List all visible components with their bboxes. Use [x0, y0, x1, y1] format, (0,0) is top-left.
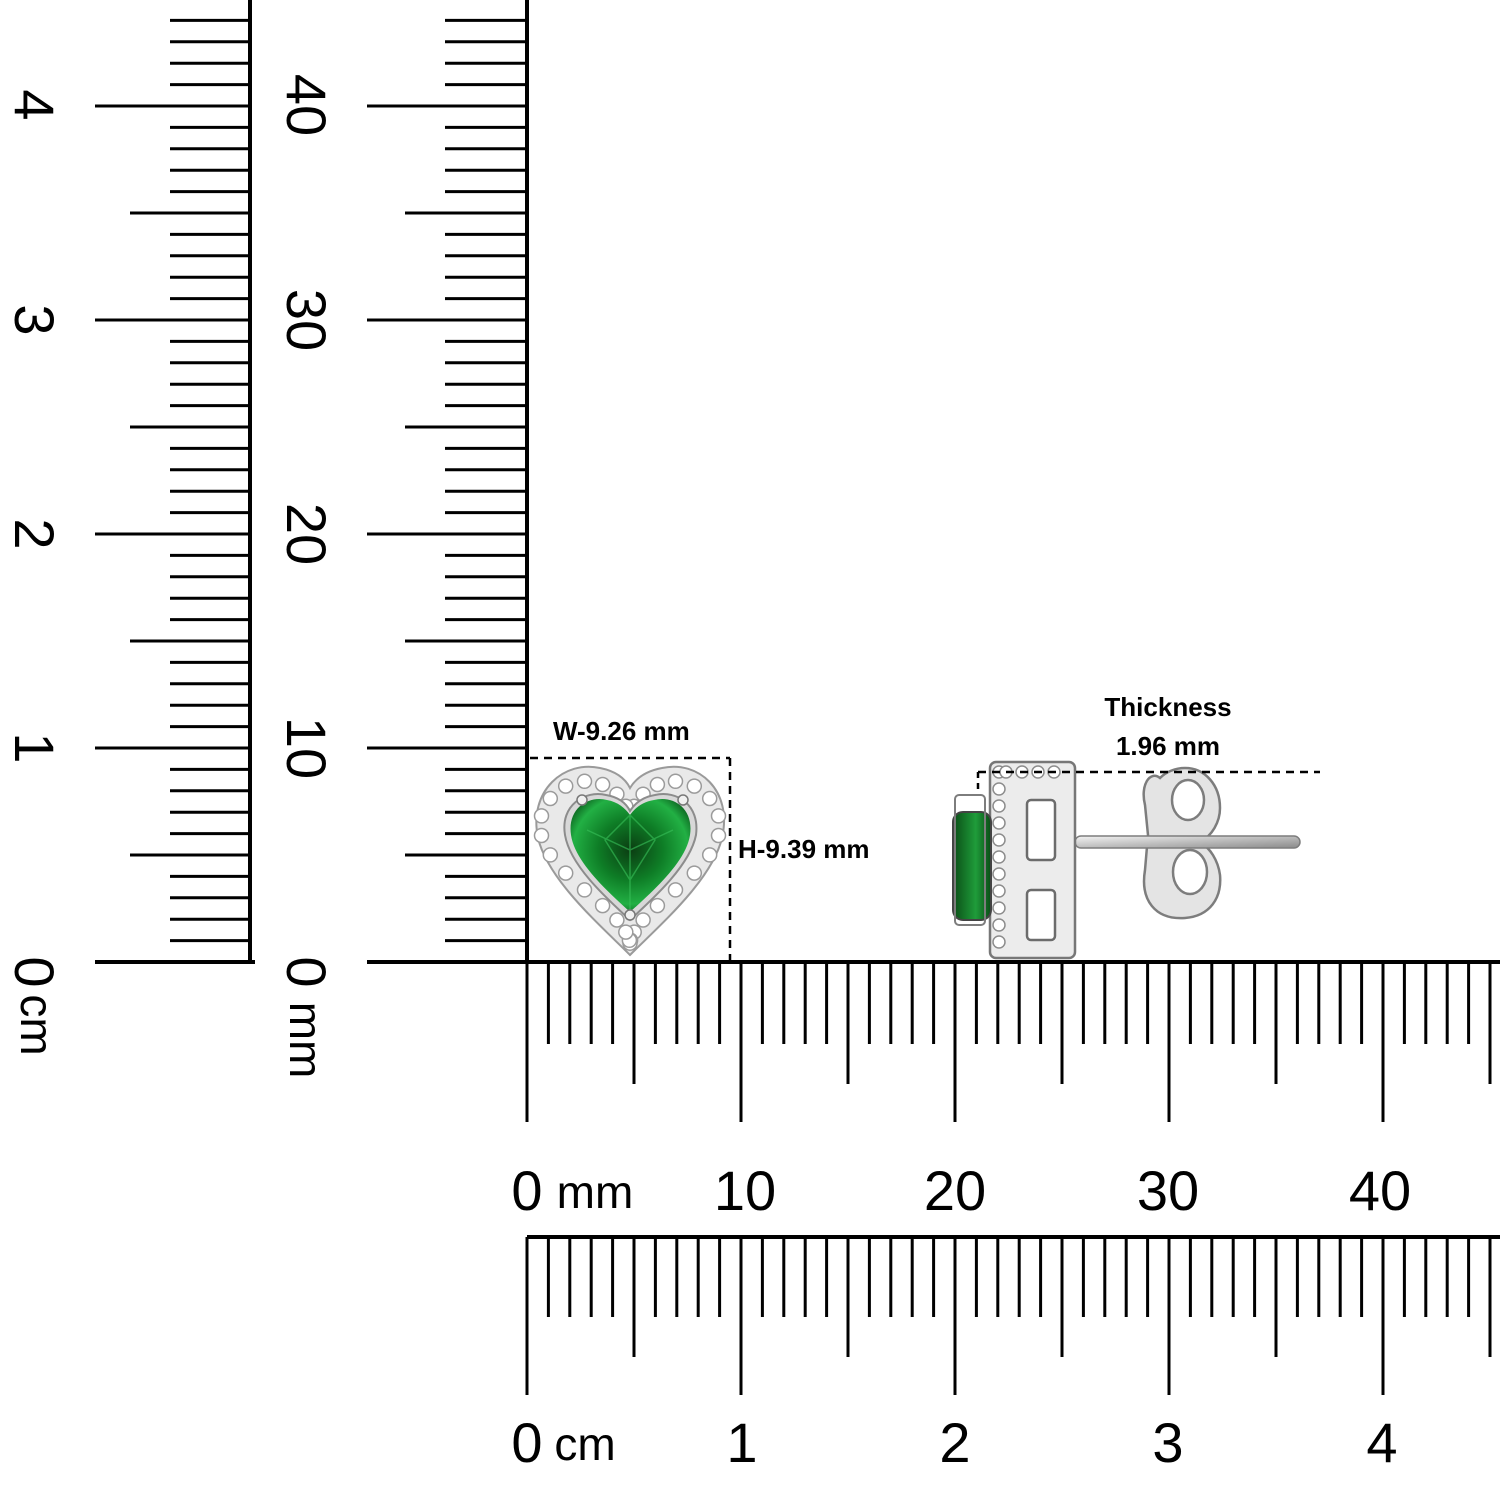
side-halo-diamond — [992, 799, 1006, 813]
left-mm-label-0: 0 — [275, 956, 338, 987]
halo-diamond — [609, 912, 625, 928]
left-mm-unit: mm — [280, 1002, 332, 1079]
butterfly-loop-lower — [1171, 848, 1209, 896]
bezel-side — [954, 794, 986, 926]
bottom-cm-label-3: 3 — [1152, 1411, 1183, 1474]
prong-right — [677, 794, 689, 806]
halo-diamond — [667, 773, 684, 790]
bottom-mm-label-20: 20 — [924, 1159, 986, 1222]
halo-diamond — [594, 897, 611, 914]
halo-diamond — [557, 865, 574, 881]
bottom-cm-ruler-ticks — [525, 1237, 1492, 1395]
halo-diamond — [701, 847, 718, 863]
side-halo-diamond — [992, 935, 1006, 949]
bottom-mm-label-30: 30 — [1137, 1159, 1199, 1222]
halo-diamond — [710, 808, 727, 824]
left-cm-ruler-ticks — [95, 18, 250, 943]
bottom-mm-label-10: 10 — [714, 1159, 776, 1222]
halo-diamond — [686, 865, 703, 881]
bottom-mm-ruler-ticks — [525, 962, 1492, 1122]
halo-diamond — [701, 790, 718, 807]
left-mm-label-30: 30 — [275, 289, 338, 351]
halo-diamond — [649, 897, 666, 914]
halo-diamond — [618, 924, 634, 940]
halo-diamond — [576, 773, 593, 790]
left-cm-unit: cm — [11, 994, 63, 1055]
bottom-cm-label-0: 0 — [511, 1411, 542, 1474]
side-halo-diamond — [992, 918, 1006, 932]
bottom-mm-label-40: 40 — [1349, 1159, 1411, 1222]
earring-side-view-icon — [952, 760, 1301, 960]
left-cm-label-3: 3 — [3, 304, 66, 335]
halo-diamond — [667, 882, 684, 898]
earring-post — [1074, 835, 1301, 849]
left-cm-label-2: 2 — [3, 518, 66, 549]
halo-diamond — [533, 808, 550, 824]
side-halo-diamond — [992, 833, 1006, 847]
halo-side-window-lower — [1025, 888, 1057, 942]
left-mm-ruler-ticks — [367, 18, 527, 943]
halo-diamond — [533, 827, 550, 844]
halo-diamond — [576, 882, 593, 898]
halo-diamond — [710, 827, 727, 844]
halo-stones — [533, 773, 727, 951]
halo-diamond — [649, 776, 666, 793]
emerald-side-stone — [952, 811, 992, 921]
left-cm-label-0: 0 — [3, 956, 66, 987]
halo-diamond — [635, 912, 651, 928]
prong-left — [576, 794, 588, 806]
side-halo-diamond — [992, 884, 1006, 898]
side-halo-diamond — [992, 867, 1006, 881]
halo-side-window-upper — [1025, 798, 1057, 862]
heart-earring-front-icon — [533, 765, 727, 957]
side-halo-diamond — [992, 816, 1006, 830]
width-measurement-label: W-9.26 mm — [553, 716, 690, 746]
halo-diamond — [542, 790, 559, 807]
halo-diamond — [542, 847, 559, 863]
side-halo-diamond — [992, 901, 1006, 915]
halo-side-stones — [992, 765, 1061, 949]
height-measurement-label: H-9.39 mm — [738, 834, 870, 864]
left-mm-label-20: 20 — [275, 503, 338, 565]
bottom-mm-label-0: 0 — [511, 1159, 542, 1222]
halo-diamond — [594, 776, 611, 793]
side-halo-diamond — [992, 782, 1006, 796]
halo-diamond — [686, 778, 703, 794]
side-halo-diamond — [992, 850, 1006, 864]
bottom-mm-unit: mm — [557, 1166, 634, 1218]
left-mm-label-40: 40 — [275, 74, 338, 136]
bottom-cm-label-1: 1 — [726, 1411, 757, 1474]
thickness-title-label: Thickness — [1104, 692, 1231, 722]
thickness-value-label: 1.96 mm — [1116, 731, 1220, 761]
prong-bottom — [624, 909, 636, 921]
halo-diamond — [557, 778, 574, 794]
left-cm-label-4: 4 — [3, 89, 66, 120]
left-mm-label-10: 10 — [275, 717, 338, 779]
bottom-cm-unit: cm — [554, 1418, 615, 1470]
emerald-facets — [586, 813, 674, 912]
left-cm-label-1: 1 — [3, 732, 66, 763]
bottom-cm-label-2: 2 — [939, 1411, 970, 1474]
bottom-cm-label-4: 4 — [1366, 1411, 1397, 1474]
butterfly-loop-upper — [1170, 778, 1206, 822]
